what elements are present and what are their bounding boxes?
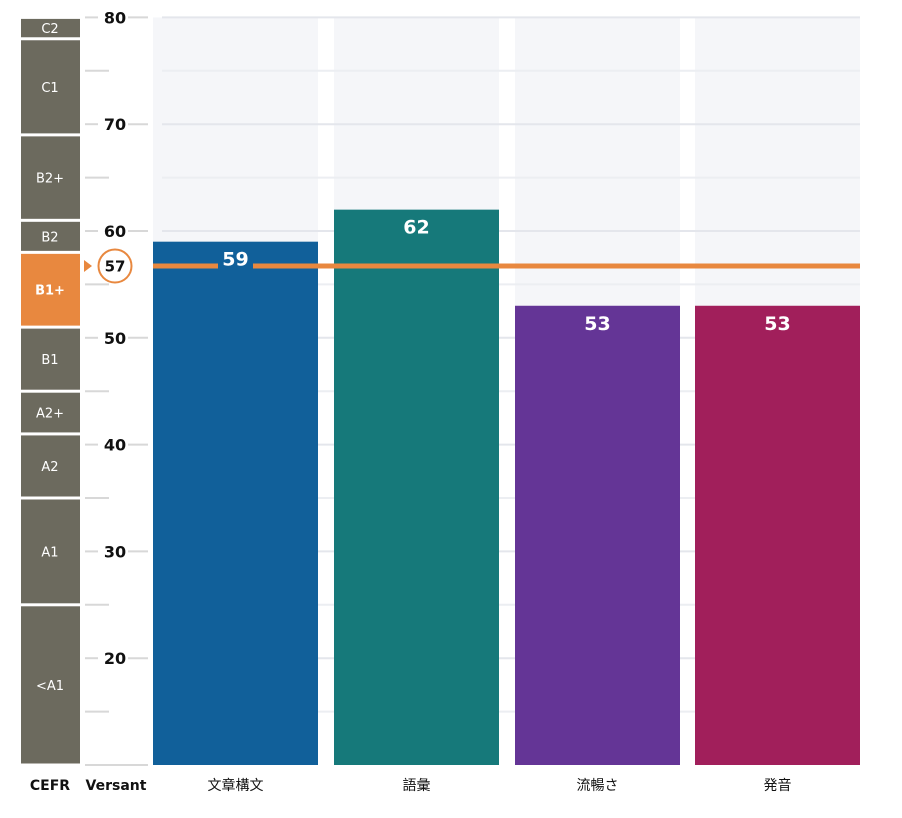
bar-value-label: 62 [403,217,429,239]
cefr-band-a1 [21,606,80,764]
overall-score-circle [97,248,133,284]
cefr-band-label: A2+ [36,407,64,422]
cefr-band-c1 [21,40,80,134]
bar-value-label: 53 [584,313,610,335]
x-category-label: 発音 [764,777,792,794]
y-tick-label: 70 [104,115,126,134]
bar-3 [515,305,680,765]
cefr-band-a1 [21,499,80,604]
y-tick-label: 40 [104,436,126,455]
cefr-band-label: B2 [41,230,58,245]
cefr-band-a2 [21,435,80,497]
x-category-label: 文章構文 [208,777,264,794]
cefr-band-b1 [21,253,80,326]
cefr-band-a2 [21,392,80,433]
cefr-axis-title: CEFR [30,778,70,794]
cefr-band-label: A2 [41,460,58,475]
y-tick-label: 50 [104,329,126,348]
y-tick-label: 60 [104,222,126,241]
cefr-band-c2 [21,18,80,38]
overall-score-value: 57 [105,258,126,276]
y-tick-label: 80 [104,8,126,27]
bar-4 [695,305,860,765]
cefr-band-label: B2+ [36,172,64,187]
cefr-band-b2 [21,136,80,219]
cefr-band-label: C2 [41,22,58,37]
x-category-label: 語彙 [403,778,431,794]
cefr-band-label: A1 [41,545,58,560]
cefr-band-label: <A1 [36,679,64,694]
y-tick-label: 30 [104,542,126,561]
cefr-band-label: B1 [41,353,58,368]
cefr-band-b2 [21,221,80,251]
bar-2 [334,209,499,765]
score-pointer-icon [84,260,92,273]
bar-1 [153,241,318,765]
cefr-band-label: B1+ [35,284,65,299]
y-tick-label: 20 [104,649,126,668]
bar-value-label: 59 [222,249,248,271]
bar-value-label: 53 [764,313,790,335]
cefr-band-b1 [21,328,80,390]
x-category-label: 流暢さ [577,777,619,794]
versant-axis-title: Versant [86,778,147,794]
cefr-band-label: C1 [41,81,58,96]
